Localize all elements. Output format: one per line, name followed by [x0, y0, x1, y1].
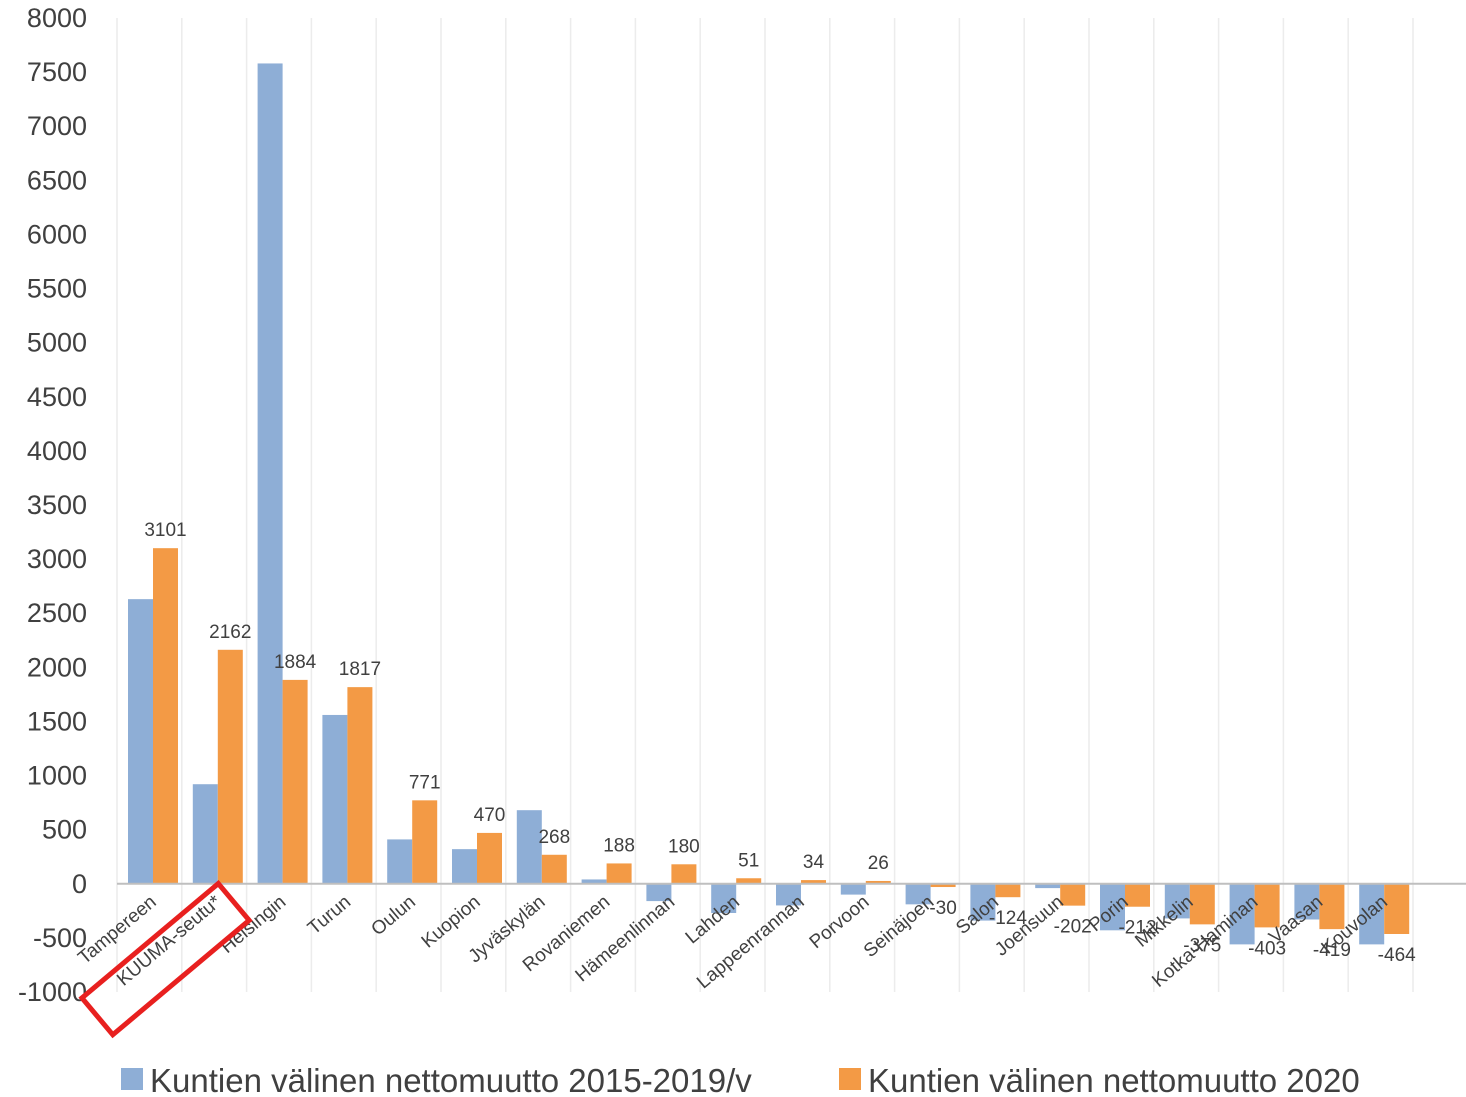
- bar-series1: [1294, 883, 1320, 920]
- grid-lines: [116, 18, 1414, 992]
- bar-series1: [1359, 883, 1385, 945]
- y-tick-label: 2000: [27, 652, 87, 682]
- bar-series1: [192, 784, 218, 884]
- data-label: -403: [1248, 938, 1286, 959]
- data-label: 771: [409, 772, 441, 793]
- y-tick-label: 5000: [27, 328, 87, 358]
- legend: Kuntien välinen nettomuutto 2015-2019/v K…: [121, 1062, 1360, 1097]
- bar-series1: [970, 883, 996, 921]
- data-labels: 3101 2162 1884 1817 771 470 268 188 180 51 34 26 -30…: [144, 520, 1416, 966]
- bar-series2: [1125, 883, 1150, 907]
- bar-series1: [322, 714, 348, 884]
- bar-series1: [128, 599, 153, 884]
- y-tick-label: 1000: [27, 761, 87, 791]
- bar-series1: [581, 879, 607, 884]
- data-label: -375: [1183, 935, 1221, 956]
- y-tick-label: 3500: [27, 490, 87, 520]
- bar-series1: [1164, 883, 1190, 919]
- data-label: -464: [1378, 945, 1416, 966]
- bar-series1: [905, 883, 931, 905]
- bar-series2: [1189, 883, 1215, 925]
- y-tick-label: -500: [33, 923, 87, 953]
- data-label: -30: [929, 898, 956, 919]
- bar-series2: [671, 864, 697, 884]
- y-tick-label: 500: [42, 815, 87, 845]
- legend-label-series2: Kuntien välinen nettomuutto 2020: [868, 1062, 1360, 1097]
- data-label: 1884: [274, 652, 317, 673]
- bar-series1: [387, 839, 413, 884]
- bar-series2: [865, 880, 891, 884]
- x-tick-label: Helsingin: [217, 892, 290, 958]
- bar-series2: [606, 863, 632, 884]
- y-tick-label: -1000: [18, 977, 87, 1007]
- y-axis: -1000 -500 0 500 1000 1500 2000 2500 3000 3500 400…: [18, 3, 87, 1007]
- bar-series2: [995, 883, 1021, 898]
- bar-series1: [1100, 883, 1125, 931]
- data-label: 470: [474, 805, 506, 826]
- y-tick-label: 6500: [27, 165, 87, 195]
- bar-series1: [840, 883, 866, 895]
- data-label: -419: [1313, 940, 1351, 961]
- data-label: 51: [738, 850, 759, 871]
- bar-series1: [257, 63, 283, 884]
- bar-series2: [1254, 883, 1280, 928]
- y-tick-label: 7500: [27, 57, 87, 87]
- data-label: -212: [1118, 918, 1156, 939]
- highlight-box: [78, 880, 253, 1039]
- bars: [128, 63, 1410, 945]
- bar-series1: [1229, 883, 1255, 945]
- y-tick-label: 5500: [27, 274, 87, 304]
- bar-series2: [347, 687, 373, 884]
- bar-series2: [736, 878, 762, 884]
- legend-swatch-series1: [121, 1068, 143, 1090]
- bar-series2: [1319, 883, 1345, 930]
- bar-series2: [1384, 883, 1410, 934]
- bar-series2: [801, 880, 826, 884]
- bar-series2: [541, 854, 567, 884]
- y-tick-label: 6000: [27, 219, 87, 249]
- y-tick-label: 0: [72, 869, 87, 899]
- y-tick-label: 8000: [27, 3, 87, 33]
- data-label: 1817: [339, 659, 381, 680]
- data-label: -202: [1054, 917, 1092, 938]
- y-tick-label: 1500: [27, 706, 87, 736]
- data-label: 26: [868, 853, 889, 874]
- y-tick-label: 4500: [27, 382, 87, 412]
- data-label: 2162: [209, 622, 251, 643]
- bar-series1: [452, 849, 477, 884]
- y-tick-label: 4000: [27, 436, 87, 466]
- bar-series2: [412, 800, 438, 884]
- data-label: 34: [803, 852, 825, 873]
- bar-series2: [477, 832, 502, 884]
- y-tick-label: 7000: [27, 111, 87, 141]
- legend-label-series1: Kuntien välinen nettomuutto 2015-2019/v: [150, 1062, 752, 1097]
- bar-series2: [282, 679, 308, 884]
- bar-series1: [776, 883, 801, 906]
- bar-series2: [1060, 883, 1086, 906]
- data-label: 3101: [144, 520, 186, 541]
- data-label: 188: [603, 835, 635, 856]
- x-tick-label: Oulun: [367, 892, 419, 941]
- bar-series1: [646, 883, 672, 902]
- legend-swatch-series2: [839, 1068, 861, 1090]
- bar-series2: [930, 883, 956, 888]
- y-tick-label: 2500: [27, 598, 87, 628]
- data-label: -124: [989, 908, 1027, 929]
- bar-series1: [516, 810, 542, 884]
- data-label: 180: [668, 836, 700, 857]
- y-tick-label: 3000: [27, 544, 87, 574]
- bar-series2: [217, 649, 243, 884]
- bar-series1: [711, 883, 737, 913]
- data-label: 268: [538, 827, 570, 848]
- bar-series2: [153, 548, 178, 884]
- x-tick-label: Lappeenrannan: [693, 892, 808, 994]
- x-tick-label: Seinäjoen: [860, 892, 938, 962]
- bar-series1: [1035, 883, 1061, 889]
